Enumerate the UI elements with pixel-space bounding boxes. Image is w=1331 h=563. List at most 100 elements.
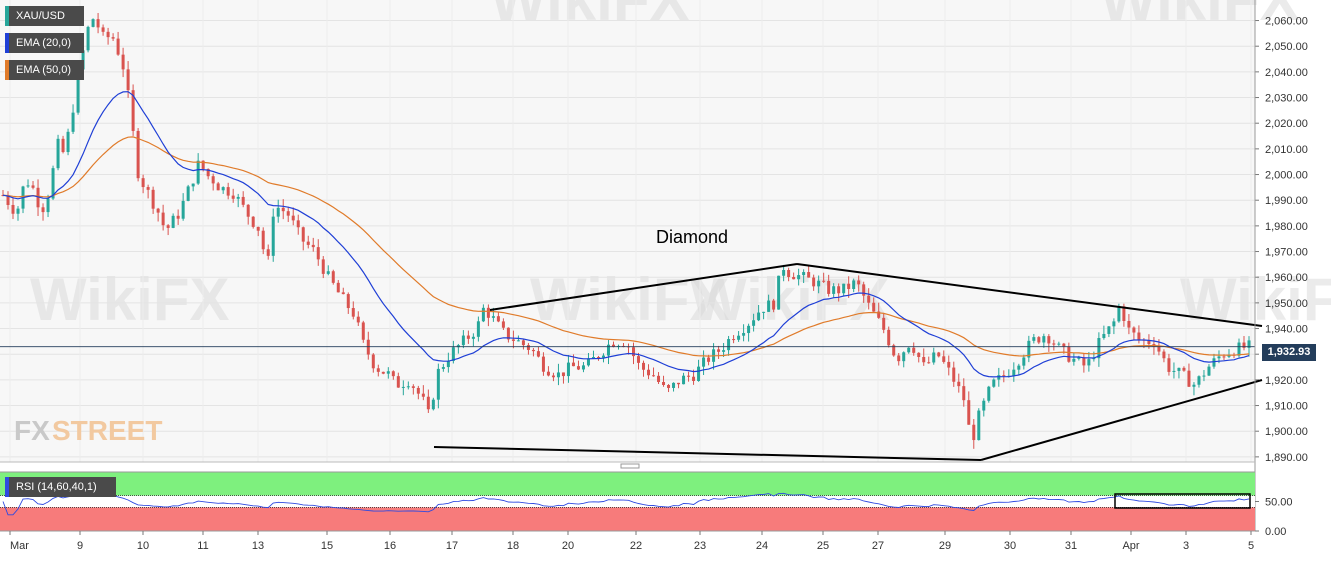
candle — [852, 278, 856, 293]
candle-body — [206, 168, 210, 177]
candle-body — [1077, 357, 1081, 359]
candle-body — [481, 307, 485, 322]
candle — [161, 204, 165, 231]
pane-resize-handle — [620, 463, 640, 469]
candle-body — [556, 372, 560, 378]
candle-body — [1177, 367, 1181, 371]
candle-body — [11, 204, 15, 214]
rsi-upper-zone — [0, 472, 1255, 496]
candle — [231, 188, 235, 203]
candle-body — [576, 366, 580, 370]
candle — [576, 360, 580, 371]
candle-body — [351, 308, 355, 317]
candle — [136, 128, 140, 182]
candle-body — [451, 347, 455, 361]
candle — [6, 191, 10, 210]
candle-body — [591, 357, 595, 359]
candle — [657, 372, 661, 385]
candle — [461, 330, 465, 349]
candle-body — [722, 350, 726, 352]
candle — [541, 352, 545, 376]
candle-body — [231, 195, 235, 199]
candle-body — [261, 230, 265, 250]
candle — [1227, 349, 1231, 359]
candle — [441, 363, 445, 372]
candle-body — [566, 362, 570, 377]
candle — [1182, 366, 1186, 372]
candle — [606, 339, 610, 365]
candle — [1107, 326, 1111, 338]
candle — [396, 372, 400, 388]
candle-body — [1042, 336, 1046, 343]
candle-body — [887, 329, 891, 346]
candle-body — [251, 216, 255, 227]
candle-body — [66, 131, 70, 153]
candle — [556, 363, 560, 386]
candle-body — [436, 368, 440, 400]
time-tick-label: 5 — [1248, 540, 1254, 552]
candle-body — [1187, 370, 1191, 387]
candle — [1047, 334, 1051, 352]
candle-body — [216, 183, 220, 191]
rsi-tick-label: 0.00 — [1265, 526, 1286, 538]
candle — [1112, 318, 1116, 335]
candle-body — [1027, 340, 1031, 358]
candle — [276, 199, 280, 223]
candle — [191, 183, 195, 192]
candle-body — [131, 90, 135, 131]
candle — [1022, 354, 1026, 370]
candle — [1037, 336, 1041, 345]
price-tick-label: 1,890.00 — [1265, 452, 1308, 464]
candle-body — [647, 369, 651, 376]
candle — [762, 311, 766, 320]
candle — [341, 287, 345, 295]
candle-body — [917, 352, 921, 358]
candle — [91, 18, 95, 28]
time-tick-label: 9 — [77, 540, 83, 552]
candle — [1057, 341, 1061, 346]
candle-body — [842, 283, 846, 294]
candle-body — [516, 340, 520, 342]
candle-body — [787, 270, 791, 277]
candle — [982, 398, 986, 417]
candle-body — [737, 335, 741, 340]
candle-body — [727, 339, 731, 351]
candle-body — [546, 371, 550, 376]
candle-body — [376, 368, 380, 372]
candle — [1132, 326, 1136, 341]
candle-body — [606, 344, 610, 356]
candle — [642, 360, 646, 377]
candle-body — [176, 215, 180, 219]
candle — [1242, 336, 1246, 351]
time-tick-label: 15 — [321, 540, 333, 552]
candle — [466, 330, 470, 344]
candle — [186, 184, 190, 202]
candle-body — [1182, 367, 1186, 371]
candle-body — [141, 178, 145, 188]
symbol-label: XAU/USD — [16, 10, 65, 22]
candle — [446, 352, 450, 373]
candle-body — [196, 160, 200, 184]
candle-body — [426, 396, 430, 410]
candle-body — [762, 311, 766, 313]
candle-body — [1242, 342, 1246, 348]
diamond-lower-right-line — [980, 379, 1263, 461]
candle — [652, 367, 656, 377]
candle — [847, 276, 851, 298]
candle-body — [291, 215, 295, 221]
candle — [1102, 325, 1106, 340]
candle — [962, 378, 966, 407]
candle-body — [687, 375, 691, 377]
candle-body — [336, 282, 340, 293]
candle — [536, 346, 540, 358]
candle — [1197, 375, 1201, 388]
candle-body — [747, 325, 751, 334]
candle-body — [241, 196, 245, 205]
candle — [546, 366, 550, 377]
candle — [146, 184, 150, 199]
candle — [71, 104, 75, 134]
candle — [331, 269, 335, 285]
candle — [942, 350, 946, 364]
